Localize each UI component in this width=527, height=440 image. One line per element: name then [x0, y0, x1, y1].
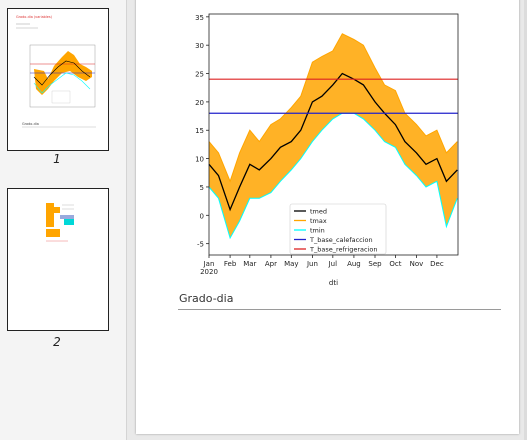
x-tick-label: Aug: [347, 260, 361, 268]
y-tick-label: 35: [195, 14, 204, 22]
page-number-1: 1: [53, 152, 61, 166]
x-tick-label: Mar: [243, 260, 256, 268]
legend-label-tmax: tmax: [310, 217, 327, 225]
y-tick-label: 30: [195, 42, 204, 50]
x-tick-label: Feb: [224, 260, 237, 268]
legend-label-T_base_calefaccion: T_base_calefaccion: [309, 236, 373, 244]
document-page: -5 0 5 10 15 20 25 30 35 Jan 2020 Feb Mar Apr May Jun Ju…: [136, 0, 519, 434]
x-tick-label: Dec: [430, 260, 444, 268]
section-heading: Grado-dia: [179, 292, 234, 305]
series-line-tmin: [208, 112, 458, 240]
legend-label-T_base_refrigeracion: T_base_refrigeracion: [309, 246, 378, 254]
page-thumbnail-sidebar: Grado-dia (variables) Grado-dia 1 2: [0, 0, 127, 440]
series-line-tmed: [208, 72, 458, 212]
plot-frame: [208, 13, 459, 256]
y-tick-label: 0: [200, 212, 204, 220]
x-tick-label: Apr: [265, 260, 277, 268]
x-tick-label: Nov: [410, 260, 424, 268]
section-divider: [178, 309, 501, 310]
legend-label-tmin: tmin: [310, 227, 325, 235]
y-tick-label: 15: [195, 127, 204, 135]
page-number-2: 2: [53, 335, 61, 349]
y-tick-label: 5: [200, 184, 204, 192]
x-tick-label: Jun: [306, 260, 318, 268]
x-axis-label: dti: [329, 279, 338, 287]
thumbnail-2-preview: [46, 203, 74, 242]
x-tick-label: Oct: [389, 260, 401, 268]
thumbnail-1-title: Grado-dia (variables): [16, 15, 53, 19]
x-tick-label: Jan: [203, 260, 215, 268]
viewer-scrollbar[interactable]: [524, 0, 527, 440]
x-tick-label: Jul: [328, 260, 338, 268]
legend-box: [289, 203, 387, 255]
legend-label-tmed: tmed: [310, 208, 327, 216]
y-tick-label: 10: [195, 156, 204, 164]
x-tick-sublabel: 2020: [200, 268, 218, 276]
page-thumbnail-2[interactable]: [7, 188, 109, 331]
document-viewer[interactable]: -5 0 5 10 15 20 25 30 35 Jan 2020 Feb Mar Apr May Jun Ju…: [127, 0, 527, 440]
thumbnail-1-preview: Grado-dia (variables) Grado-dia: [16, 15, 96, 128]
fill-between-area: [209, 33, 458, 238]
y-tick-label: 25: [195, 71, 204, 79]
page-thumbnail-1[interactable]: Grado-dia (variables) Grado-dia: [7, 8, 109, 151]
y-tick-label: 20: [195, 99, 204, 107]
thumbnail-1-footer: Grado-dia: [22, 122, 39, 126]
x-tick-label: Sep: [368, 260, 382, 268]
y-tick-label: -5: [197, 241, 204, 249]
series-line-tmax: [208, 33, 458, 183]
x-tick-label: May: [284, 260, 298, 268]
